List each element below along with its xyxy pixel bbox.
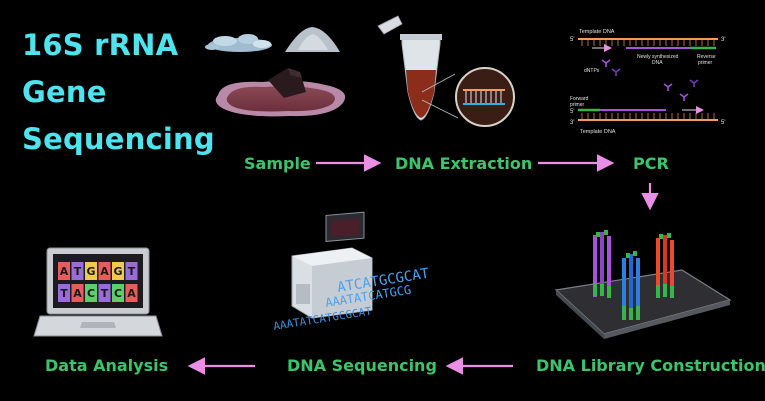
step-sample-label: Sample [244, 154, 311, 173]
title-line-3: Sequencing [22, 122, 215, 156]
title-line-1: 16S rRNA [22, 28, 179, 62]
base-tile [98, 262, 111, 280]
base-tile [71, 262, 84, 280]
base-tile [85, 284, 97, 302]
pcr-5prime-a: 5' [570, 37, 574, 43]
cluster-purple [593, 230, 611, 298]
powder-mound-icon [285, 27, 340, 52]
pcr-dntps: dNTPs [584, 68, 600, 74]
base-letter: T [60, 287, 68, 300]
base-letter: A [100, 265, 109, 278]
cluster-red [656, 233, 674, 298]
base-tile [85, 262, 97, 280]
step-dna-library-construction-label: DNA Library Construction [536, 356, 765, 375]
step-dna-extraction-label: DNA Extraction [395, 154, 533, 173]
cluster-blue [622, 251, 640, 320]
flow-arrows [187, 154, 659, 375]
sample-illustration [205, 27, 346, 117]
pcr-5prime-c: 5' [721, 120, 725, 126]
step-pcr-label: PCR [633, 154, 669, 173]
dna-fragment-icon [463, 89, 505, 105]
base-letter: G [113, 265, 122, 278]
pcr-newly-synthesized: Newly synthesized [637, 54, 679, 60]
base-tile [58, 262, 70, 280]
base-tile [58, 284, 70, 302]
dntp-icons [601, 59, 699, 101]
dna-library-illustration [554, 230, 732, 339]
pcr-template-dna-top: Template DNA [579, 29, 615, 35]
pcr-template-dna-bottom: Template DNA [580, 129, 616, 135]
sequencer-machine-icon [291, 211, 373, 319]
base-tile [112, 284, 124, 302]
base-letter: C [87, 287, 95, 300]
pcr-illustration: Template DNA 5' 3' Newly synthesized DNA… [570, 29, 725, 135]
base-letter: T [128, 265, 136, 278]
pcr-3prime-b: 3' [570, 120, 574, 126]
pcr-primer-b: primer [570, 102, 585, 108]
laptop-illustration: A T G A G TT A C T C A [33, 247, 163, 337]
base-tile [112, 262, 124, 280]
base-tile [125, 262, 138, 280]
base-letter: C [114, 287, 122, 300]
pcr-5prime-b: 5' [570, 109, 574, 115]
base-letter: A [127, 287, 136, 300]
step-dna-sequencing-label: DNA Sequencing [287, 356, 437, 375]
pcr-primer-a: primer [698, 60, 713, 66]
dna-extraction-illustration [377, 15, 515, 127]
magnifier-icon [455, 67, 515, 127]
title-line-2: Gene [22, 75, 107, 109]
base-tile [125, 284, 138, 302]
dna-sequencing-illustration: ATCATGCGCAT AAATATCATGCG AAATATCATGCGCAT [272, 211, 431, 333]
base-letter: T [101, 287, 109, 300]
base-tile [98, 284, 111, 302]
pcr-dna-label: DNA [652, 60, 663, 66]
base-letter: A [73, 287, 82, 300]
soil-puddle-icon [215, 68, 346, 117]
base-letter: A [60, 265, 69, 278]
base-letter: T [74, 265, 82, 278]
step-data-analysis-label: Data Analysis [45, 356, 169, 375]
base-tile [71, 284, 84, 302]
base-letter: G [86, 265, 95, 278]
sediment-pile-icon [205, 34, 272, 52]
pcr-3prime-a: 3' [721, 37, 725, 43]
pcr-reverse: Reverse [697, 54, 716, 60]
pcr-forward: Forward [570, 96, 589, 102]
